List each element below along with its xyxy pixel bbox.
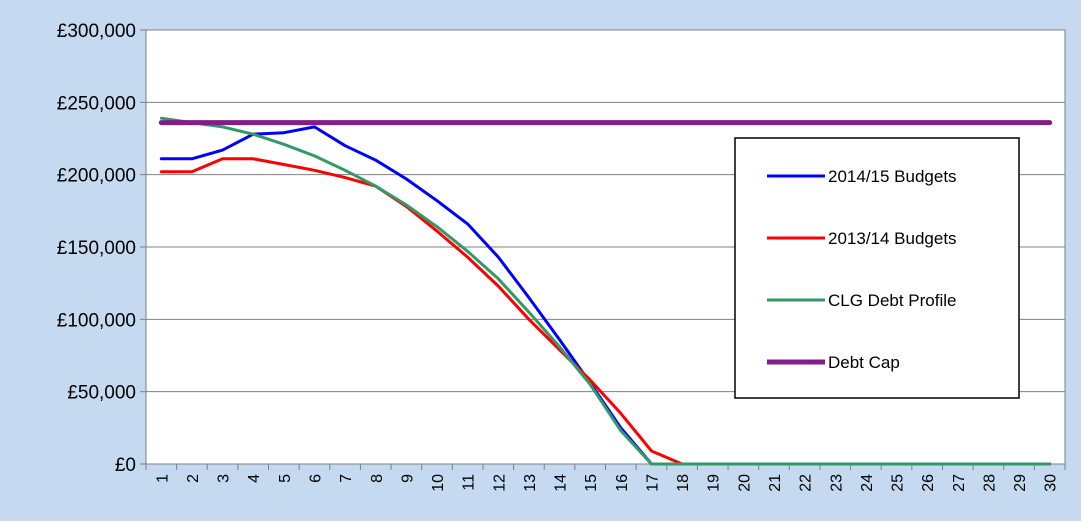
x-tick-label: 1 <box>154 474 171 483</box>
x-tick-label: 29 <box>1012 474 1029 492</box>
legend-label: CLG Debt Profile <box>828 291 957 310</box>
x-tick-label: 10 <box>430 474 447 492</box>
x-tick-label: 5 <box>277 474 294 483</box>
y-tick-label: £100,000 <box>57 310 136 331</box>
y-tick-label: £150,000 <box>57 238 136 259</box>
legend-label: 2014/15 Budgets <box>828 167 957 186</box>
x-tick-label: 15 <box>583 474 600 492</box>
y-tick-label: £0 <box>115 455 136 476</box>
x-tick-label: 27 <box>951 474 968 492</box>
x-tick-label: 18 <box>675 474 692 492</box>
x-tick-label: 12 <box>491 474 508 492</box>
x-tick-label: 20 <box>736 474 753 492</box>
x-tick-label: 2 <box>185 474 202 483</box>
x-tick-label: 21 <box>767 474 784 492</box>
x-tick-label: 13 <box>522 474 539 492</box>
x-axis: 1 2 3 4 5 6 7 8 9 10 11 12 13 14 15 16 17 18 19 20 21 22 23 24 2… <box>145 464 1066 492</box>
y-axis: £0 £50,000 £100,000 £150,000 £200,000 £250,00… <box>57 21 146 476</box>
x-tick-label: 26 <box>920 474 937 492</box>
legend: 2014/15 Budgets 2013/14 Budgets CLG Debt P… <box>734 137 1020 399</box>
x-tick-label: 22 <box>798 474 815 492</box>
x-tick-label: 6 <box>307 474 324 483</box>
y-tick-label: £200,000 <box>57 166 136 187</box>
x-tick-label: 3 <box>216 474 233 483</box>
x-tick-label: 4 <box>246 474 263 483</box>
x-tick-label: 9 <box>399 474 416 483</box>
x-tick-label: 23 <box>828 474 845 492</box>
y-tick-label: £250,000 <box>57 93 136 114</box>
x-tick-label: 30 <box>1043 474 1060 492</box>
x-tick-label: 8 <box>369 474 386 483</box>
x-tick-label: 7 <box>338 474 355 483</box>
x-tick-label: 25 <box>890 474 907 492</box>
legend-label: 2013/14 Budgets <box>828 229 957 248</box>
y-tick-label: £50,000 <box>67 383 136 404</box>
series-layer <box>158 116 1053 466</box>
x-tick-label: 19 <box>706 474 723 492</box>
x-tick-label: 28 <box>981 474 998 492</box>
x-tick-label: 11 <box>461 474 478 491</box>
x-tick-label: 24 <box>859 474 876 492</box>
series-line-3 <box>159 116 1052 466</box>
x-tick-label: 16 <box>614 474 631 492</box>
y-tick-label: £300,000 <box>57 21 136 42</box>
legend-box <box>734 137 1020 399</box>
x-tick-label: 14 <box>553 474 570 492</box>
legend-label: Debt Cap <box>828 353 900 372</box>
x-tick-label: 17 <box>644 474 661 492</box>
